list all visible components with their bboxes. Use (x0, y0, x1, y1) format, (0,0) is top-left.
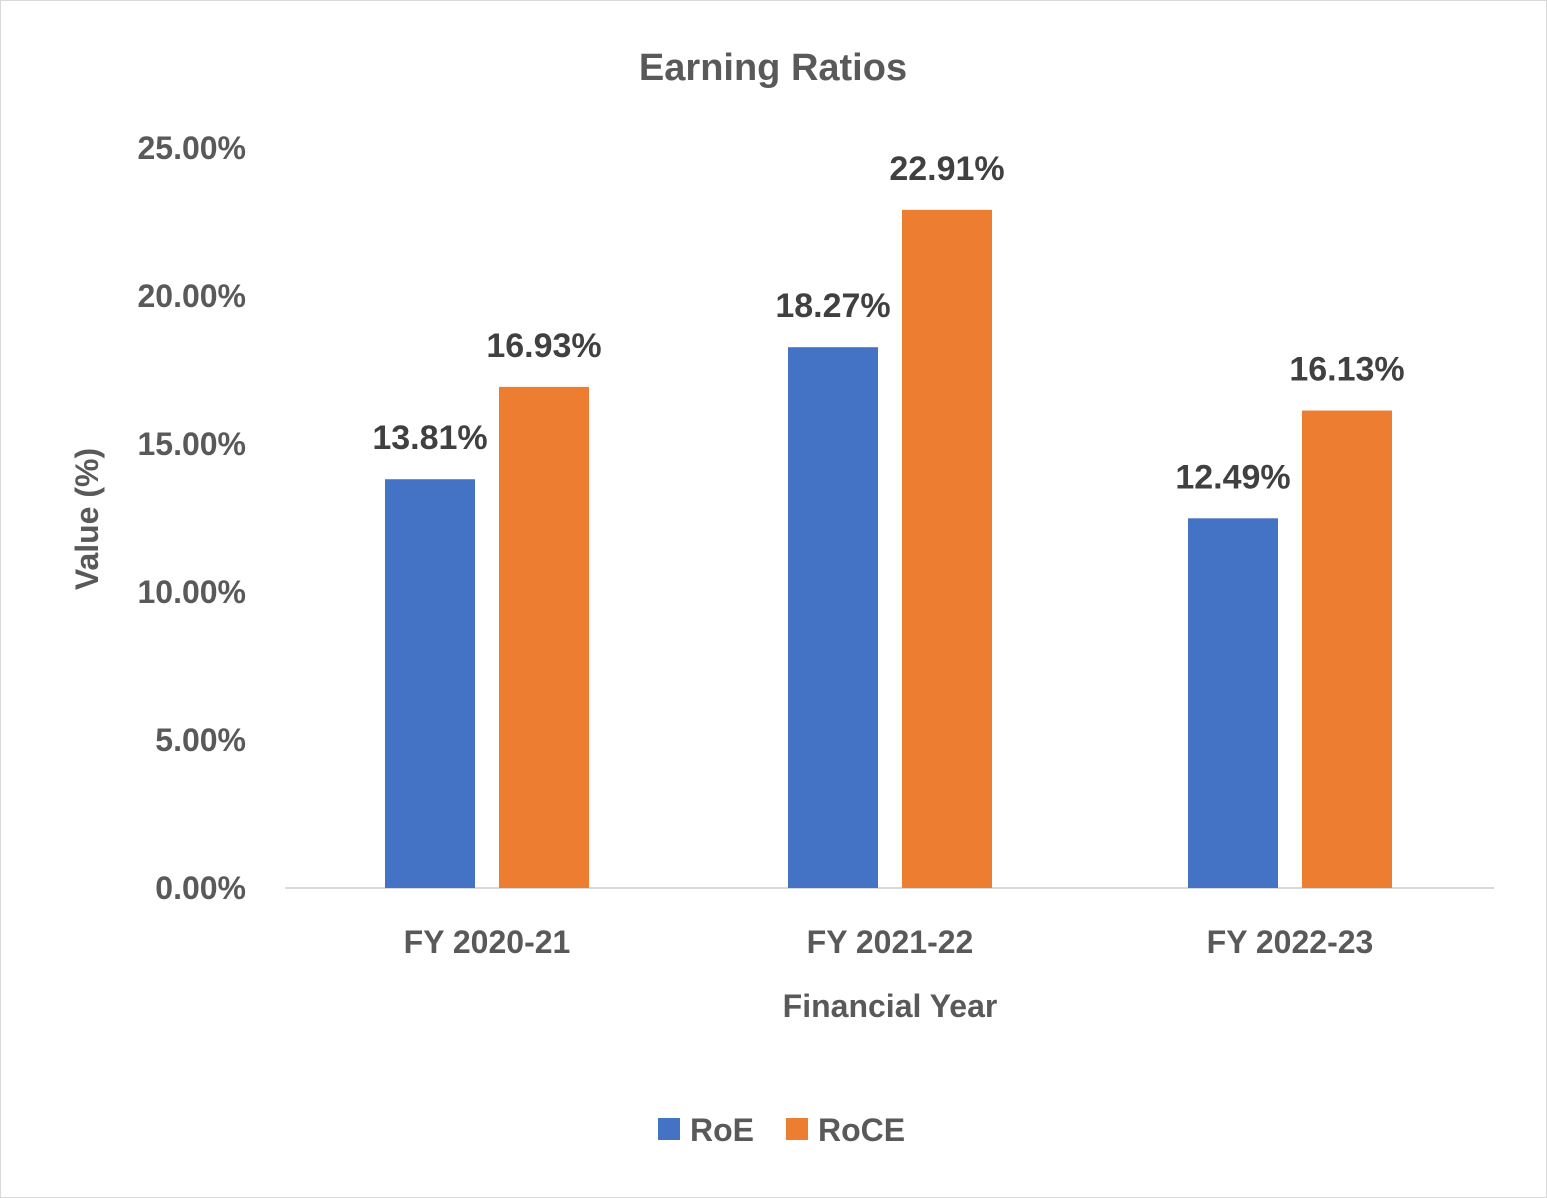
bars-group (385, 209, 1392, 888)
bar-roe-2 (1188, 518, 1278, 888)
legend-swatch-roce (786, 1118, 808, 1140)
x-tick-label: FY 2021-22 (807, 924, 974, 960)
y-tick-label: 0.00% (155, 870, 246, 906)
y-tick-label: 10.00% (137, 574, 246, 610)
bar-roce-2 (1302, 410, 1392, 888)
y-tick-label: 25.00% (137, 130, 246, 166)
legend-label-roce: RoCE (818, 1112, 905, 1148)
x-axis-ticks: FY 2020-21 FY 2021-22 FY 2022-23 (404, 924, 1374, 960)
y-axis-ticks: 0.00% 5.00% 10.00% 15.00% 20.00% 25.00% (137, 130, 246, 906)
bar-roce-1 (902, 209, 992, 888)
data-label-roce-1: 22.91% (889, 150, 1004, 188)
x-tick-label: FY 2020-21 (404, 924, 571, 960)
y-tick-label: 15.00% (137, 426, 246, 462)
data-label-roe-0: 13.81% (372, 419, 487, 457)
y-axis-label: Value (%) (69, 448, 105, 590)
x-tick-label: FY 2022-23 (1207, 924, 1374, 960)
bar-roce-0 (499, 386, 589, 888)
bar-roe-0 (385, 479, 475, 888)
data-label-roe-2: 12.49% (1175, 458, 1290, 496)
data-labels-group: 13.81% 16.93% 18.27% 22.91% 12.49% 16.13% (372, 150, 1404, 496)
legend-label-roe: RoE (690, 1112, 754, 1148)
legend: RoE RoCE (658, 1112, 905, 1148)
y-tick-label: 20.00% (137, 278, 246, 314)
x-axis-label: Financial Year (783, 988, 998, 1024)
chart-title: Earning Ratios (639, 47, 907, 89)
data-label-roe-1: 18.27% (775, 287, 890, 325)
legend-swatch-roe (658, 1118, 680, 1140)
data-label-roce-0: 16.93% (486, 327, 601, 365)
data-label-roce-2: 16.13% (1289, 351, 1404, 389)
bar-roe-1 (788, 347, 878, 888)
y-tick-label: 5.00% (155, 722, 246, 758)
